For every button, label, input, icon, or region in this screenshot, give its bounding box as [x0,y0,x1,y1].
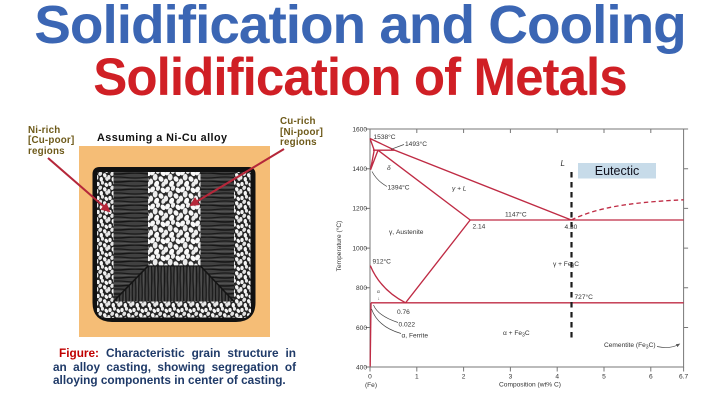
svg-text:0: 0 [368,374,372,381]
svg-text:400: 400 [356,364,367,371]
svg-text:2: 2 [462,374,466,381]
svg-text:1394°C: 1394°C [388,184,410,192]
svg-text:↓: ↓ [378,297,380,302]
svg-text:1: 1 [415,374,419,381]
svg-text:Temperature (°C): Temperature (°C) [335,221,343,272]
svg-text:4.30: 4.30 [565,224,578,231]
svg-text:L: L [561,159,565,168]
svg-text:α + Fe3C: α + Fe3C [503,330,530,338]
svg-text:600: 600 [356,325,367,332]
svg-text:Cementite (Fe3C): Cementite (Fe3C) [604,342,656,350]
svg-text:γ, Austenite: γ, Austenite [389,229,424,236]
svg-text:3: 3 [509,374,513,381]
svg-text:α: α [377,290,380,295]
svg-text:γ + L: γ + L [452,186,467,193]
svg-text:Composition (wt% C): Composition (wt% C) [499,382,561,389]
svg-text:δ: δ [387,165,391,172]
svg-text:5: 5 [602,374,606,381]
svg-text:4: 4 [555,374,559,381]
svg-text:6.7: 6.7 [679,374,688,381]
svg-text:0.76: 0.76 [397,309,410,316]
svg-text:6: 6 [649,374,653,381]
svg-text:727°C: 727°C [575,293,594,301]
svg-text:(Fe): (Fe) [365,382,377,389]
svg-text:2.14: 2.14 [473,224,486,231]
svg-text:912°C: 912°C [373,258,392,266]
svg-text:0.022: 0.022 [399,322,416,329]
svg-text:800: 800 [356,285,367,292]
svg-text:Eutectic: Eutectic [595,164,639,178]
svg-text:1400: 1400 [352,166,367,173]
svg-text:1200: 1200 [352,206,367,213]
svg-text:1538°C: 1538°C [374,133,396,141]
svg-text:1600: 1600 [352,126,367,133]
svg-text:γ + Fe3C: γ + Fe3C [553,261,579,269]
svg-text:α, Ferrite: α, Ferrite [402,333,429,340]
svg-text:1147°C: 1147°C [505,211,527,219]
svg-text:1000: 1000 [352,245,367,252]
svg-text:1493°C: 1493°C [405,140,427,148]
